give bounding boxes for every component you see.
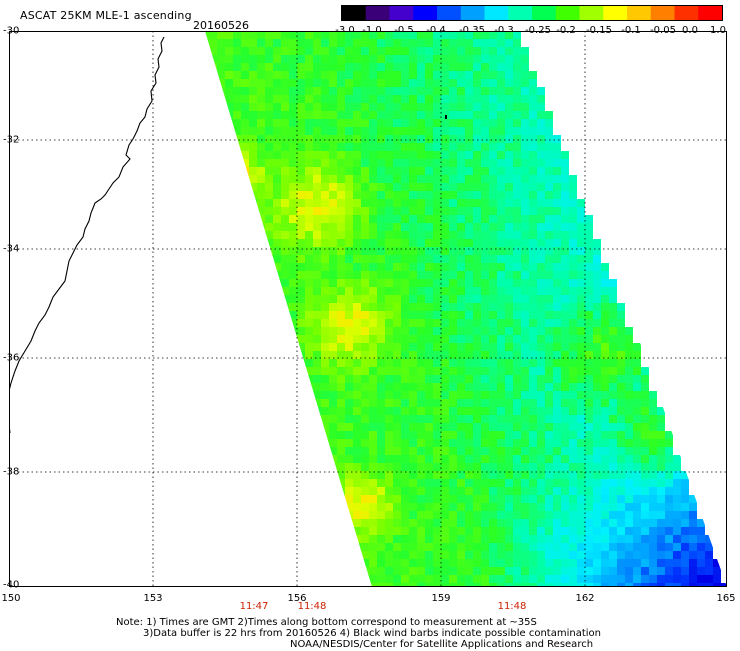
colorbar-label: 1.0 xyxy=(710,25,726,36)
colorbar-swatch xyxy=(389,6,414,20)
colorbar-swatch xyxy=(555,6,581,20)
colorbar-swatch xyxy=(437,6,462,20)
map-border xyxy=(9,31,727,587)
colorbar-swatch xyxy=(532,6,557,20)
colorbar-label: -0.2 xyxy=(556,25,576,36)
lon-label: 150 xyxy=(1,593,21,604)
coastline xyxy=(9,36,165,392)
colorbar-label: -0.05 xyxy=(650,25,676,36)
lat-label: -30 xyxy=(3,25,20,37)
lat-label: -34 xyxy=(3,243,20,255)
lon-label: 156 xyxy=(287,593,307,604)
colorbar-label: 0.0 xyxy=(682,25,698,36)
lon-label: 165 xyxy=(716,593,736,604)
colorbar-swatch xyxy=(484,6,509,20)
colorbar xyxy=(341,5,723,21)
colorbar-swatch xyxy=(342,6,367,20)
lat-label: -32 xyxy=(3,134,20,146)
colorbar-label: -0.15 xyxy=(586,25,612,36)
colorbar-swatch xyxy=(698,6,722,20)
wind-swath xyxy=(205,31,727,587)
lat-label: -36 xyxy=(3,352,20,364)
product-title: ASCAT 25KM MLE-1 ascending xyxy=(20,9,192,22)
colorbar-swatch xyxy=(460,6,486,20)
colorbar-swatch xyxy=(413,6,438,20)
time-label: 11:48 xyxy=(497,601,527,612)
lat-label: -38 xyxy=(3,466,20,478)
colorbar-swatch xyxy=(508,6,533,20)
lon-label: 153 xyxy=(143,593,163,604)
note-line-1: Note: 1) Times are GMT 2)Times along bot… xyxy=(116,617,537,628)
colorbar-label: -0.5 xyxy=(394,25,414,36)
note-line-2: 3)Data buffer is 22 hrs from 20160526 4)… xyxy=(143,628,601,639)
colorbar-label: -0.25 xyxy=(525,25,551,36)
time-label: 11:47 xyxy=(239,601,269,612)
colorbar-labels: -3.0 -1.0 -0.5 -0.4 -0.35 -0.3 -0.25 -0.… xyxy=(0,25,740,39)
colorbar-swatch xyxy=(579,6,604,20)
colorbar-swatch xyxy=(365,6,391,20)
lat-label: -40 xyxy=(3,579,20,591)
lon-label: 162 xyxy=(575,593,595,604)
map-plot xyxy=(9,31,727,587)
colorbar-label: -3.0 xyxy=(335,25,355,36)
note-line-3: NOAA/NESDIS/Center for Satellite Applica… xyxy=(290,639,594,650)
product-date: 20160526 xyxy=(193,19,249,32)
colorbar-swatch xyxy=(627,6,652,20)
lon-label: 159 xyxy=(431,593,451,604)
colorbar-swatch xyxy=(650,6,676,20)
time-label: 11:48 xyxy=(297,601,327,612)
colorbar-swatch xyxy=(674,6,699,20)
colorbar-swatch xyxy=(603,6,628,20)
colorbar-label: -0.3 xyxy=(494,25,514,36)
colorbar-label: -0.4 xyxy=(426,25,446,36)
contamination-barb xyxy=(445,115,447,119)
colorbar-label: -0.1 xyxy=(621,25,641,36)
colorbar-label: -0.35 xyxy=(459,25,485,36)
colorbar-label: -1.0 xyxy=(362,25,382,36)
